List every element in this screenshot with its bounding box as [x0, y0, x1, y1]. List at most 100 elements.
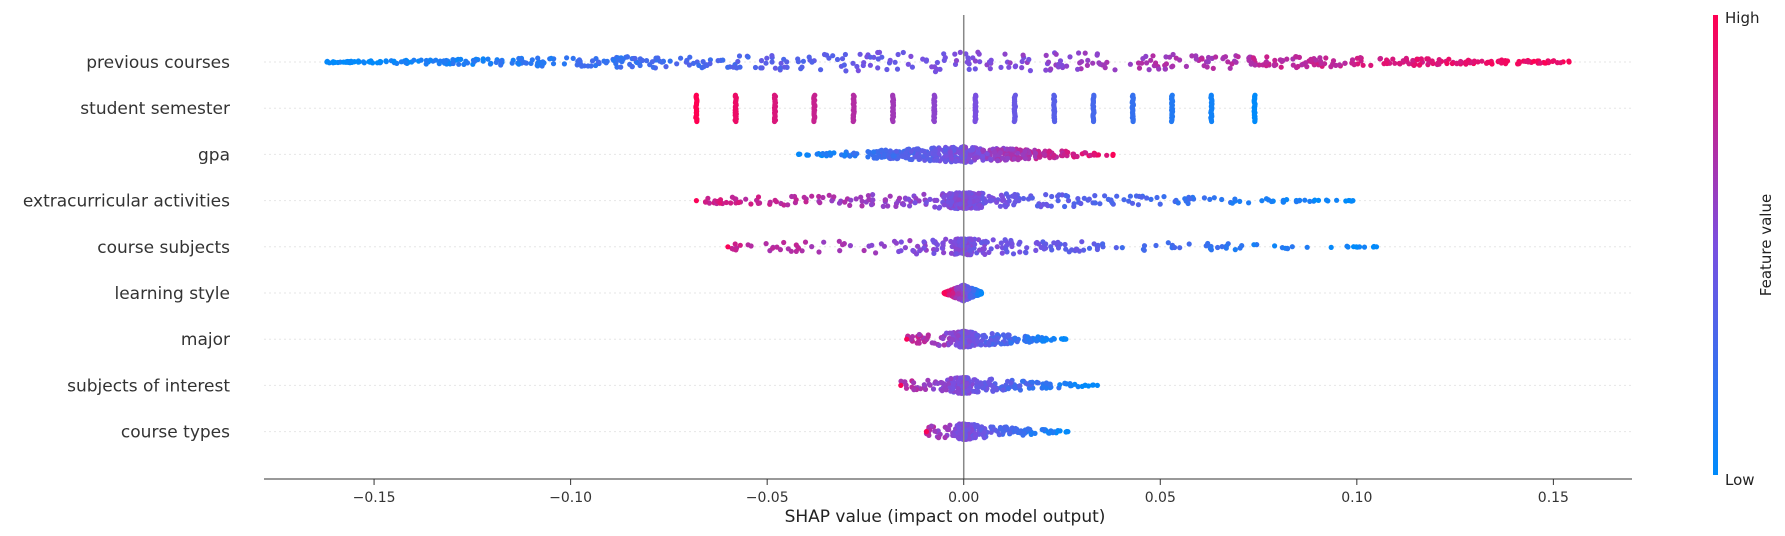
shap-point [1263, 196, 1270, 202]
shap-point [873, 250, 879, 256]
shap-point [1163, 61, 1169, 67]
shap-point [1183, 63, 1189, 69]
shap-point [614, 64, 620, 70]
shap-point [816, 193, 822, 200]
shap-point [1020, 195, 1027, 202]
shap-point [589, 58, 596, 64]
shap-point [771, 118, 778, 125]
shap-point [860, 62, 866, 69]
shap-point [764, 55, 770, 61]
shap-point [1499, 57, 1505, 63]
shap-point [943, 236, 949, 242]
shap-point [1012, 425, 1019, 432]
shap-point [355, 58, 361, 64]
shap-point [955, 285, 961, 291]
shap-point [998, 341, 1004, 347]
feature-label: extracurricular activities [23, 192, 230, 212]
shap-point [957, 49, 963, 56]
shap-point [958, 340, 964, 346]
shap-point [1057, 58, 1064, 64]
feature-label: learning style [114, 284, 230, 304]
shap-point [898, 239, 904, 245]
shap-point [1299, 62, 1305, 68]
shap-point [896, 195, 903, 201]
shap-point [971, 288, 977, 294]
shap-point [1127, 61, 1133, 67]
shap-point [1012, 335, 1018, 342]
shap-point [1110, 151, 1116, 157]
shap-point [1005, 386, 1012, 392]
shap-point [1256, 62, 1262, 68]
feature-points-row [693, 92, 1258, 125]
shap-point [875, 56, 881, 62]
shap-point [1052, 118, 1058, 125]
shap-point [987, 66, 993, 72]
shap-point [1353, 244, 1359, 250]
shap-point [898, 382, 904, 388]
shap-point [909, 156, 915, 163]
shap-point [1005, 194, 1012, 200]
shap-point [1312, 197, 1318, 203]
feature-label: student semester [80, 99, 230, 119]
shap-point [900, 49, 906, 56]
shap-point [1406, 61, 1412, 67]
shap-point [1271, 62, 1277, 69]
shap-point [767, 199, 773, 205]
shap-point [441, 59, 447, 65]
shap-point [1210, 65, 1216, 71]
shap-point [693, 198, 700, 204]
shap-point [674, 61, 680, 67]
shap-point [1025, 336, 1031, 342]
shap-point [1102, 193, 1108, 199]
shap-point [1516, 58, 1522, 65]
shap-point [946, 292, 952, 298]
shap-point [1343, 198, 1349, 204]
shap-point [1525, 59, 1531, 65]
shap-point [748, 201, 754, 207]
shap-point [924, 152, 930, 158]
feature-label: gpa [198, 145, 230, 165]
shap-point [1079, 239, 1085, 245]
shap-point [866, 197, 872, 203]
shap-point [650, 64, 656, 70]
shap-point [659, 59, 665, 65]
shap-point [1126, 198, 1132, 204]
shap-point [982, 251, 988, 257]
shap-point [548, 55, 554, 61]
shap-point [733, 118, 739, 125]
shap-point [967, 248, 973, 254]
shap-point [1075, 66, 1081, 72]
shap-point [974, 422, 981, 429]
shap-point [1328, 244, 1334, 250]
shap-point [1059, 62, 1065, 68]
shap-point [1148, 196, 1154, 202]
shap-point [887, 193, 893, 199]
shap-point [980, 385, 987, 391]
shap-point [653, 55, 659, 61]
shap-point [1354, 55, 1360, 61]
shap-point [874, 155, 880, 161]
shap-point [936, 342, 942, 348]
shap-point [965, 388, 971, 394]
shap-point [1531, 58, 1537, 64]
shap-point [963, 51, 969, 57]
shap-point [1057, 382, 1063, 388]
shap-point [910, 247, 916, 254]
shap-point [955, 435, 961, 441]
shap-point [1000, 155, 1006, 161]
shap-point [1012, 64, 1018, 70]
shap-point [772, 65, 779, 71]
shap-point [1360, 62, 1366, 68]
shap-point [900, 154, 907, 160]
shap-point [1489, 61, 1495, 67]
shap-point [1086, 245, 1093, 251]
shap-point [1055, 239, 1061, 245]
shap-point [826, 55, 832, 61]
shap-point [1168, 118, 1175, 125]
shap-point [941, 202, 947, 208]
shap-point [1121, 197, 1127, 203]
shap-point [427, 57, 433, 63]
shap-point [1141, 243, 1148, 249]
shap-point [1035, 380, 1041, 386]
shap-point [990, 237, 996, 243]
